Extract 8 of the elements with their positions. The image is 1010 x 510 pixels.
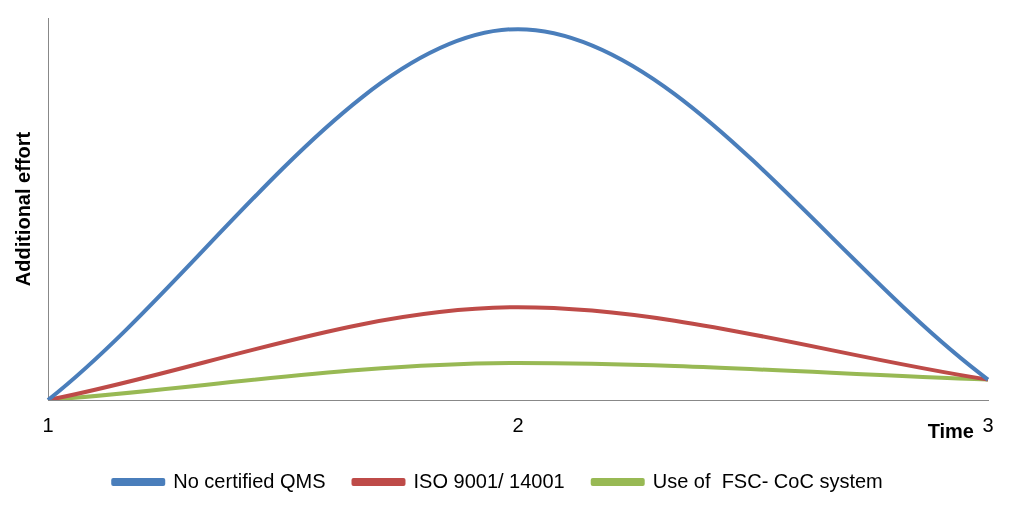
legend-label: Use of FSC- CoC system xyxy=(652,469,883,492)
x-axis-title: Time xyxy=(927,419,974,442)
legend-label: No certified QMS xyxy=(173,469,326,492)
x-tick-label: 1 xyxy=(42,413,54,436)
x-tick-label: 2 xyxy=(512,413,524,436)
x-tick-label: 3 xyxy=(982,413,994,436)
legend-label: ISO 9001/ 14001 xyxy=(413,469,565,492)
y-axis-title: Additional effort xyxy=(11,131,34,287)
